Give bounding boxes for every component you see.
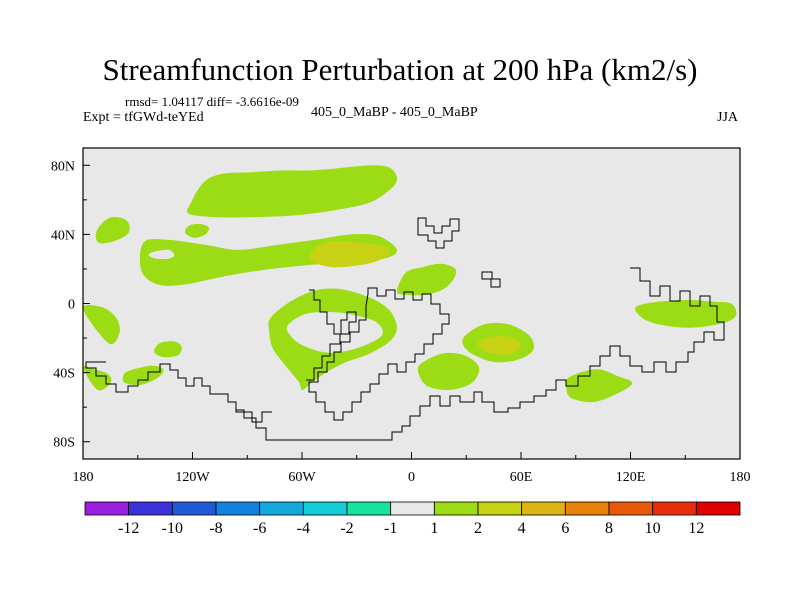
- colorbar-box-7: [390, 501, 435, 516]
- x-tick-label: 120E: [616, 470, 646, 485]
- season-label: JJA: [717, 110, 739, 125]
- colorbar-label: 4: [518, 520, 526, 537]
- stats-line: rmsd= 1.04117 diff= -3.6616e-09: [125, 94, 299, 109]
- contour-region-4: [309, 241, 390, 268]
- colorbar-label: 10: [645, 520, 661, 537]
- colorbar-label: 12: [688, 520, 704, 537]
- contour-region-10: [477, 336, 522, 355]
- colorbar-box-5: [302, 501, 348, 516]
- coastline-middle-east: [481, 271, 501, 288]
- colorbar-box-1: [128, 501, 173, 516]
- colorbar-label: -10: [162, 520, 183, 537]
- contour-region-15: [635, 300, 737, 328]
- coastline-africa: [308, 287, 450, 421]
- contour-region-2: [184, 223, 210, 238]
- y-tick-label: 80N: [51, 159, 75, 174]
- experiment-label: Expt = tfGWd-teYEd: [83, 110, 204, 125]
- contour-region-1: [95, 216, 130, 244]
- contour-region-11: [417, 352, 480, 391]
- colorbar-label: -6: [253, 520, 266, 537]
- colorbar-box-13: [652, 501, 697, 516]
- contour-region-18: [732, 230, 740, 242]
- colorbar-box-3: [215, 501, 261, 516]
- coastline-southern-cape: [235, 402, 272, 423]
- colorbar-label: 8: [605, 520, 613, 537]
- colorbar-label: -8: [209, 520, 222, 537]
- x-axis: 180 120W 60W 0 60E 120E 180: [73, 452, 751, 485]
- contour-region-22: [122, 365, 164, 386]
- colorbar-box-2: [171, 501, 217, 516]
- y-tick-label: 0: [68, 298, 75, 313]
- y-tick-label: 40S: [53, 367, 75, 382]
- colorbar-box-9: [477, 501, 523, 516]
- colorbar-box-14: [695, 501, 741, 516]
- y-axis: 80N 40N 0 40S 80S: [51, 159, 90, 451]
- contour-region-16: [565, 369, 633, 403]
- colorbar-label: -1: [384, 520, 397, 537]
- contour-region-0: [187, 165, 398, 218]
- chart-title: Streamfunction Perturbation at 200 hPa (…: [102, 52, 698, 87]
- colorbar-label: -2: [340, 520, 353, 537]
- colorbar-box-12: [608, 501, 654, 516]
- x-tick-label: 0: [408, 470, 415, 485]
- colorbar-label: 1: [430, 520, 438, 537]
- colorbar-label: 6: [561, 520, 569, 537]
- contour-region-19: [83, 305, 120, 345]
- colorbar-label: 2: [474, 520, 482, 537]
- colorbar-label: -12: [118, 520, 139, 537]
- coastline-south-america: [306, 289, 357, 381]
- map-background: [83, 148, 740, 459]
- x-tick-label: 180: [73, 470, 94, 485]
- colorbar-box-6: [346, 501, 392, 516]
- y-tick-label: 80S: [53, 436, 75, 451]
- colorbar-box-11: [564, 501, 610, 516]
- colorbar-box-0: [84, 501, 130, 516]
- contour-region-5: [148, 249, 175, 260]
- colorbar: -12 -10 -8 -6 -4 -2 -1 1 2 4 6 8 10 12: [84, 501, 741, 537]
- x-tick-label: 60E: [510, 470, 533, 485]
- coastline-europe: [417, 217, 460, 249]
- contour-region-13: [586, 244, 615, 262]
- contour-region-21: [154, 341, 182, 358]
- colorbar-box-8: [433, 501, 479, 516]
- x-tick-label: 60W: [288, 470, 316, 485]
- colorbar-box-4: [259, 501, 304, 516]
- coastline-asia-rim: [85, 267, 725, 441]
- contour-region-12: [500, 251, 564, 293]
- colorbar-box-10: [521, 501, 566, 516]
- case-difference-label: 405_0_MaBP - 405_0_MaBP: [311, 105, 478, 120]
- contour-region-20: [83, 366, 112, 391]
- x-tick-label: 180: [730, 470, 751, 485]
- coastline-layer: [85, 217, 725, 441]
- y-tick-label: 40N: [51, 228, 75, 243]
- x-tick-label: 120W: [175, 470, 210, 485]
- contour-region-17: [660, 170, 740, 199]
- contour-region-6: [396, 263, 457, 296]
- colorbar-label: -4: [297, 520, 310, 537]
